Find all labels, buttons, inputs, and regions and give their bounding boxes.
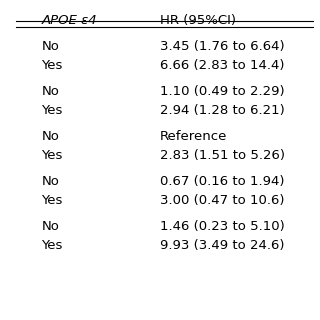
Text: HR (95%CI): HR (95%CI) — [159, 14, 236, 28]
Text: 3.00 (0.47 to 10.6): 3.00 (0.47 to 10.6) — [159, 194, 284, 207]
Text: Yes: Yes — [42, 59, 63, 72]
Text: No: No — [42, 175, 59, 188]
Text: 0.67 (0.16 to 1.94): 0.67 (0.16 to 1.94) — [159, 175, 284, 188]
Text: Yes: Yes — [42, 149, 63, 162]
Text: Reference: Reference — [159, 130, 227, 143]
Text: 6.66 (2.83 to 14.4): 6.66 (2.83 to 14.4) — [159, 59, 284, 72]
Text: No: No — [42, 85, 59, 98]
Text: 3.45 (1.76 to 6.64): 3.45 (1.76 to 6.64) — [159, 40, 284, 53]
Text: No: No — [42, 220, 59, 234]
Text: Yes: Yes — [42, 104, 63, 117]
Text: Yes: Yes — [42, 194, 63, 207]
Text: 2.94 (1.28 to 6.21): 2.94 (1.28 to 6.21) — [159, 104, 284, 117]
Text: 1.46 (0.23 to 5.10): 1.46 (0.23 to 5.10) — [159, 220, 284, 234]
Text: 9.93 (3.49 to 24.6): 9.93 (3.49 to 24.6) — [159, 239, 284, 252]
Text: 2.83 (1.51 to 5.26): 2.83 (1.51 to 5.26) — [159, 149, 284, 162]
Text: 1.10 (0.49 to 2.29): 1.10 (0.49 to 2.29) — [159, 85, 284, 98]
Text: No: No — [42, 130, 59, 143]
Text: APOE ε4: APOE ε4 — [42, 14, 97, 28]
Text: Yes: Yes — [42, 239, 63, 252]
Text: No: No — [42, 40, 59, 53]
